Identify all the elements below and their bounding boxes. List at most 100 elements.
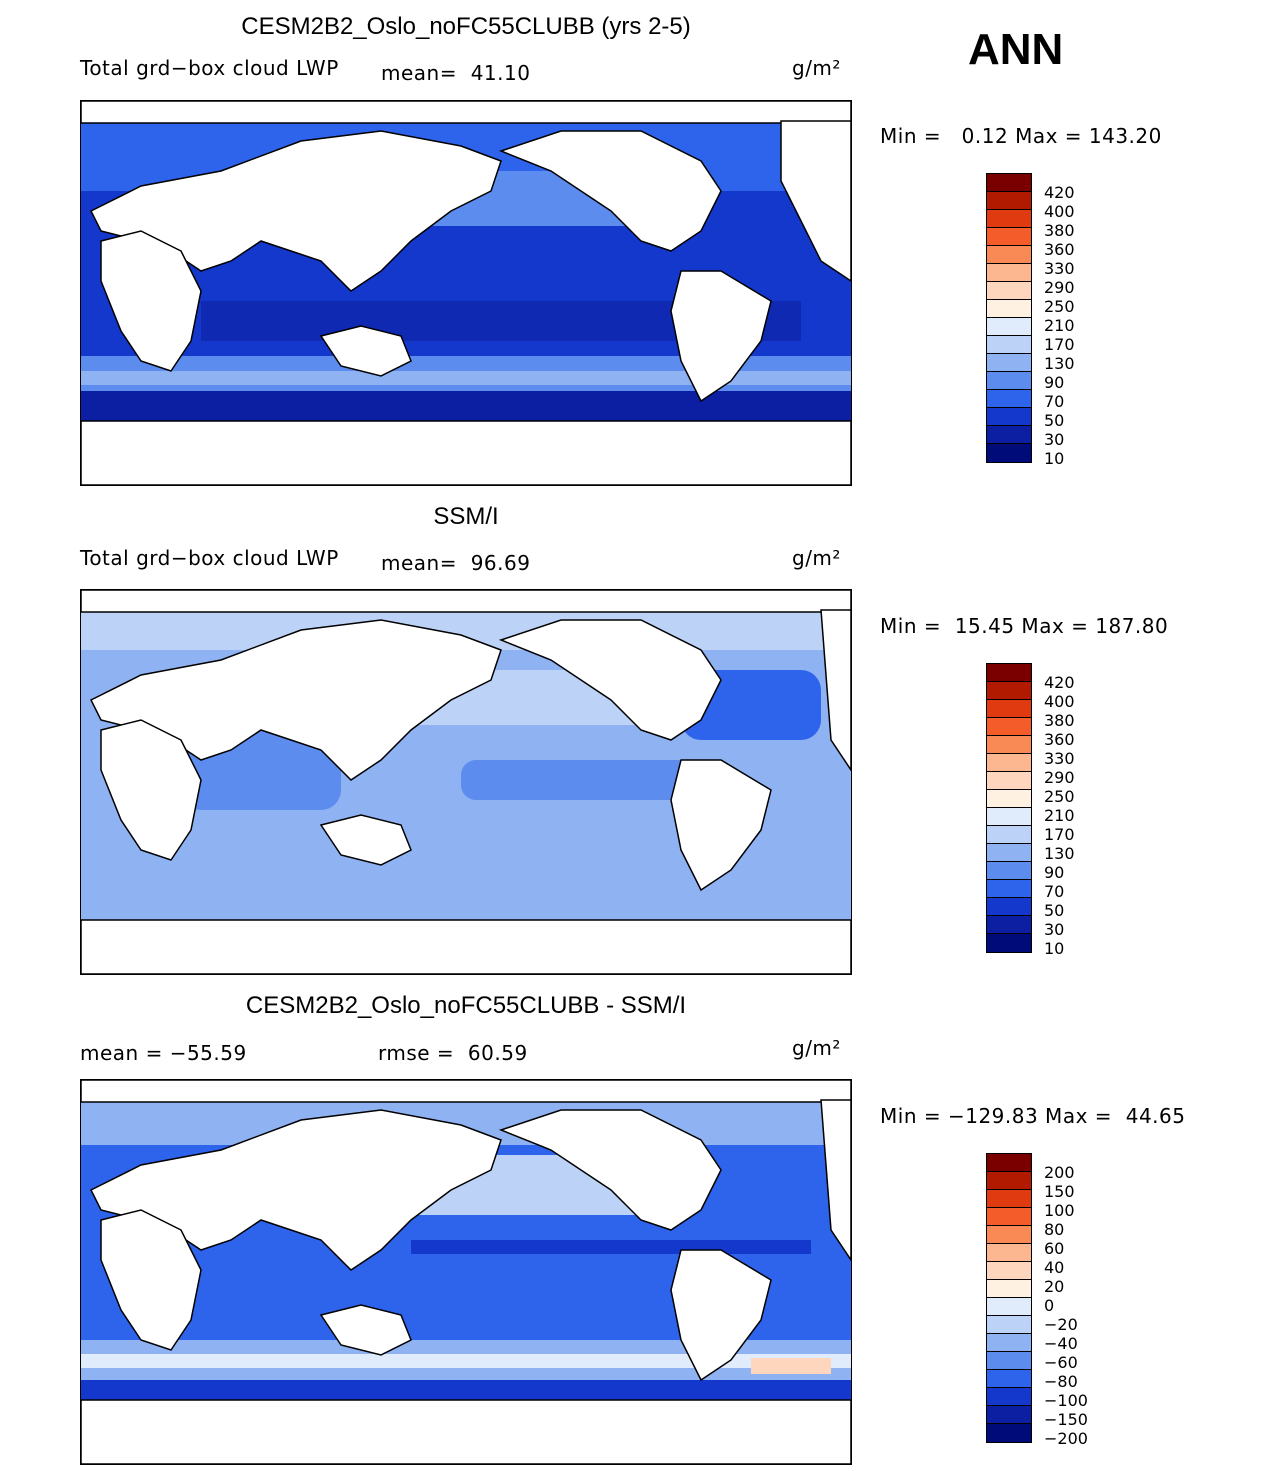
colorbar-box — [987, 282, 1031, 300]
colorbar-box — [987, 246, 1031, 264]
colorbar-box — [987, 664, 1031, 682]
panel-1-title: CESM2B2_Oslo_noFC55CLUBB (yrs 2-5) — [241, 13, 691, 40]
colorbar-box — [987, 1262, 1031, 1280]
ocean-band-southern — [81, 1380, 851, 1400]
panel-3-minmax: Min = −129.83 Max = 44.65 — [880, 1104, 1186, 1128]
colorbar-label: 170 — [1044, 335, 1075, 354]
colorbar-box — [987, 1316, 1031, 1334]
colorbar-box — [987, 862, 1031, 880]
south-america-land — [670, 759, 772, 892]
colorbar-box — [987, 826, 1031, 844]
colorbar-label: 70 — [1044, 392, 1065, 411]
panel-2-colorbar — [986, 663, 1032, 953]
colorbar-box — [987, 898, 1031, 916]
panel-2-map — [80, 589, 852, 975]
colorbar-box — [987, 808, 1031, 826]
colorbar-label: 290 — [1044, 768, 1075, 787]
colorbar-label: 360 — [1044, 240, 1075, 259]
colorbar-label: −40 — [1044, 1334, 1078, 1353]
colorbar-label: 330 — [1044, 749, 1075, 768]
panel-3-units: g/m² — [792, 1036, 841, 1060]
colorbar-label: 380 — [1044, 711, 1075, 730]
colorbar-box — [987, 682, 1031, 700]
panel-2-variable-label: Total grd−box cloud LWP — [80, 546, 339, 570]
colorbar-label: 60 — [1044, 1239, 1065, 1258]
colorbar-label: 90 — [1044, 373, 1065, 392]
panel-3-map — [80, 1079, 852, 1465]
colorbar-box — [987, 336, 1031, 354]
colorbar-label: −200 — [1044, 1429, 1088, 1448]
colorbar-label: 50 — [1044, 411, 1065, 430]
colorbar-label: 400 — [1044, 692, 1075, 711]
colorbar-box — [987, 1244, 1031, 1262]
colorbar-box — [987, 318, 1031, 336]
ocean-band-southern — [81, 391, 851, 421]
colorbar-box — [987, 228, 1031, 246]
ocean-band-itcz — [411, 1240, 811, 1254]
colorbar-box — [987, 844, 1031, 862]
australia-land — [319, 814, 412, 866]
colorbar-box — [987, 1190, 1031, 1208]
colorbar-label: 30 — [1044, 920, 1065, 939]
colorbar-box — [987, 1352, 1031, 1370]
panel-1-minmax: Min = 0.12 Max = 143.20 — [880, 124, 1162, 148]
panel-3-title: CESM2B2_Oslo_noFC55CLUBB - SSM/I — [245, 992, 687, 1019]
colorbar-box — [987, 1424, 1031, 1442]
ocean-band-south-light — [81, 371, 851, 385]
colorbar-label: 90 — [1044, 863, 1065, 882]
colorbar-box — [987, 426, 1031, 444]
panel-3-colorbar — [986, 1153, 1032, 1443]
colorbar-label: 10 — [1044, 939, 1065, 958]
colorbar-label: 100 — [1044, 1201, 1075, 1220]
colorbar-box — [987, 1406, 1031, 1424]
colorbar-box — [987, 210, 1031, 228]
europe-africa-east-land — [820, 609, 851, 772]
colorbar-box — [987, 408, 1031, 426]
colorbar-box — [987, 1298, 1031, 1316]
colorbar-box — [987, 1154, 1031, 1172]
africa-land — [100, 1209, 202, 1351]
panel-3-mean: mean = −55.59 — [80, 1041, 247, 1065]
panel-1-map-canvas — [81, 101, 851, 485]
colorbar-box — [987, 790, 1031, 808]
colorbar-box — [987, 1208, 1031, 1226]
colorbar-box — [987, 1334, 1031, 1352]
colorbar-box — [987, 916, 1031, 934]
colorbar-box — [987, 718, 1031, 736]
colorbar-box — [987, 354, 1031, 372]
panel-2-title: SSM/I — [433, 503, 499, 530]
ocean-band-itcz — [461, 760, 721, 800]
colorbar-label: 50 — [1044, 901, 1065, 920]
colorbar-label: −100 — [1044, 1391, 1088, 1410]
colorbar-label: 250 — [1044, 297, 1075, 316]
colorbar-label: −80 — [1044, 1372, 1078, 1391]
colorbar-box — [987, 444, 1031, 462]
australia-land — [319, 1304, 412, 1356]
panel-2-mean: mean= 96.69 — [381, 551, 531, 575]
colorbar-label: 10 — [1044, 449, 1065, 468]
colorbar-label: 250 — [1044, 787, 1075, 806]
europe-africa-east-land — [820, 1099, 851, 1262]
panel-3-map-canvas — [81, 1080, 851, 1464]
panel-2-map-canvas — [81, 590, 851, 974]
season-label: ANN — [968, 25, 1064, 74]
panel-1-map — [80, 100, 852, 486]
colorbar-box — [987, 754, 1031, 772]
colorbar-box — [987, 700, 1031, 718]
panel-3-rmse: rmse = 60.59 — [378, 1041, 528, 1065]
colorbar-label: 210 — [1044, 806, 1075, 825]
panel-1-mean: mean= 41.10 — [381, 61, 531, 85]
australia-land — [319, 325, 412, 377]
colorbar-label: 130 — [1044, 844, 1075, 863]
colorbar-label: 80 — [1044, 1220, 1065, 1239]
panel-2-minmax: Min = 15.45 Max = 187.80 — [880, 614, 1169, 638]
colorbar-box — [987, 736, 1031, 754]
colorbar-box — [987, 372, 1031, 390]
ocean-band-south-light — [81, 1354, 851, 1368]
colorbar-label: 130 — [1044, 354, 1075, 373]
antarctica-land — [81, 919, 851, 974]
colorbar-box — [987, 1388, 1031, 1406]
land-masses — [81, 1080, 851, 1464]
colorbar-box — [987, 192, 1031, 210]
colorbar-box — [987, 1280, 1031, 1298]
